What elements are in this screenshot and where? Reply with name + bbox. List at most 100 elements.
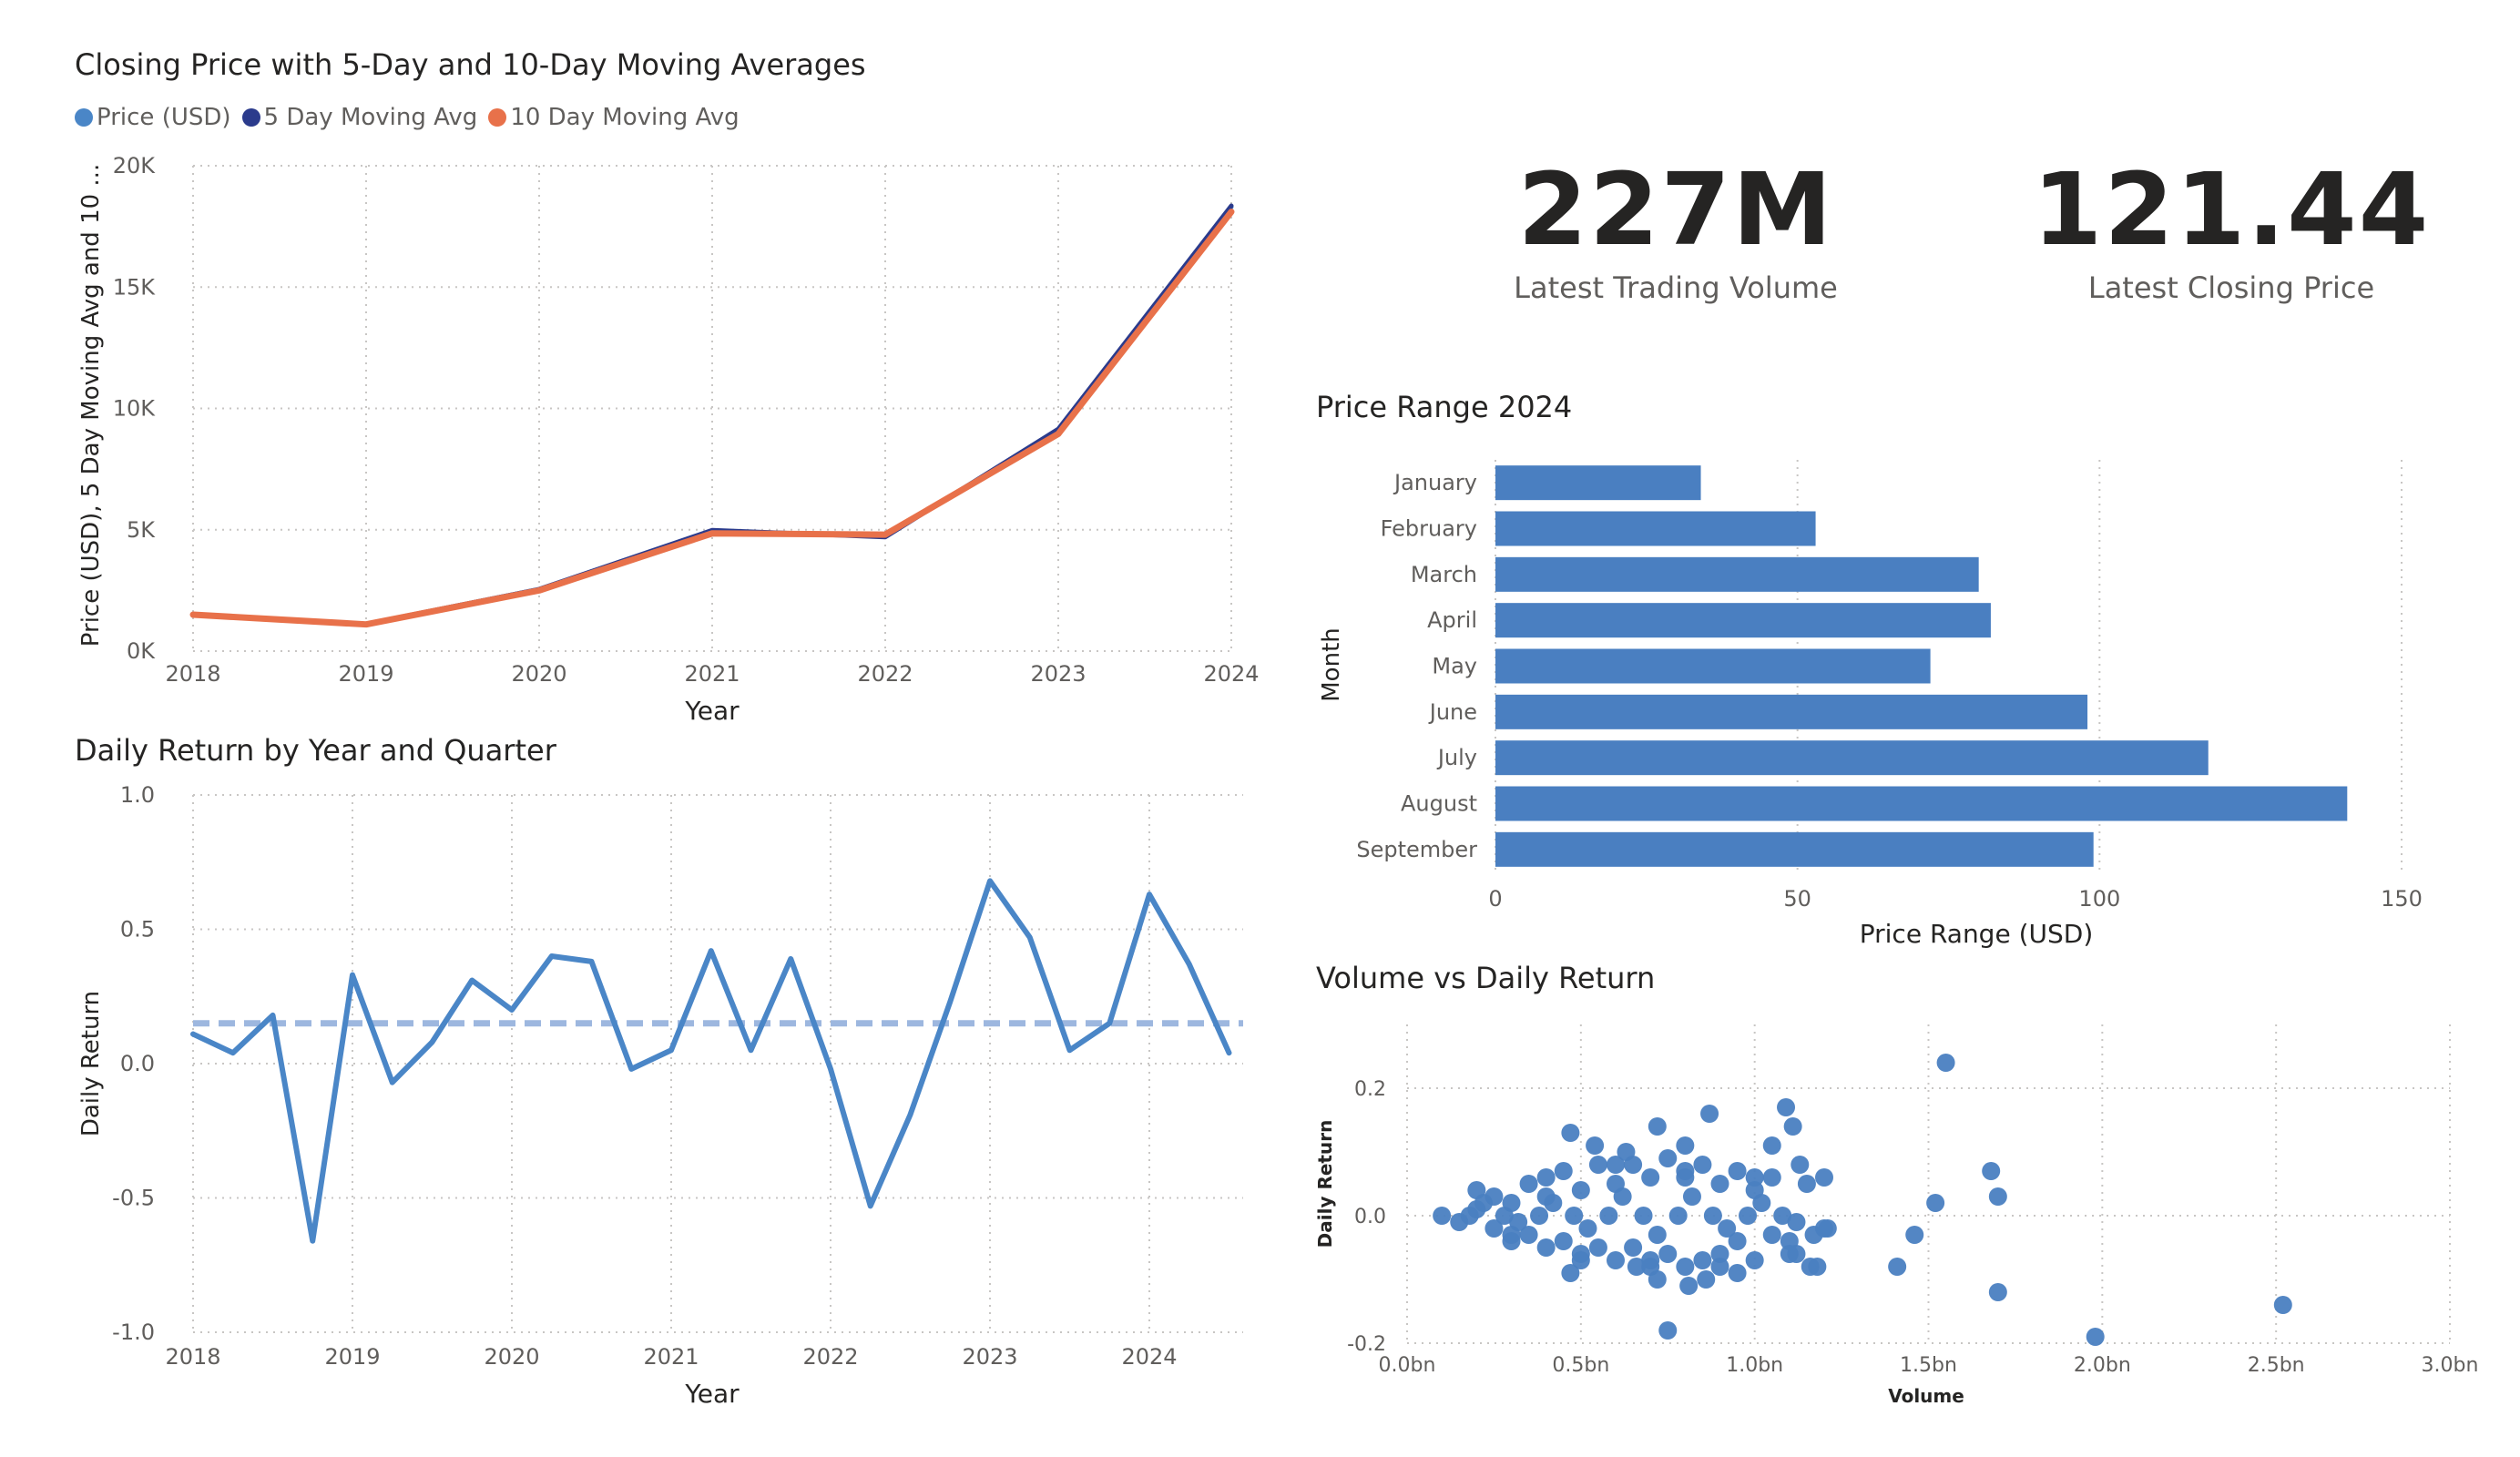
legend-ma5-label: 5 Day Moving Avg (263, 104, 478, 131)
range-y-tick-label: July (1436, 745, 1477, 770)
scatter-point (1718, 1219, 1737, 1238)
ma-x-tick-label: 2019 (338, 661, 393, 687)
scatter-point (1676, 1258, 1695, 1276)
return-x-tick-label: 2018 (165, 1344, 220, 1370)
legend-item-ma10[interactable]: 10 Day Moving Avg (488, 104, 740, 131)
return-x-axis-label: Year (684, 1379, 740, 1409)
scatter-point (1797, 1175, 1816, 1193)
ma-x-axis-label: Year (684, 696, 740, 726)
scatter-point (1679, 1277, 1699, 1295)
scatter-point (1571, 1251, 1590, 1269)
range-bar (1495, 648, 1931, 684)
range-bar (1495, 511, 1816, 546)
range-x-tick-label: 50 (1783, 886, 1811, 912)
range-bar (1495, 603, 1991, 638)
kpi-price-value: 121.44 (2032, 151, 2431, 268)
scatter-point (1668, 1207, 1688, 1225)
scatter-x-tick-label: 0.5bn (1552, 1354, 1609, 1377)
scatter-point (1693, 1156, 1712, 1174)
scatter-y-tick-label: 0.0 (1354, 1206, 1386, 1228)
scatter-point (1926, 1194, 1945, 1212)
return-y-tick-label: 0.0 (120, 1051, 155, 1076)
legend-ma10-dot (488, 108, 507, 127)
scatter-point (1804, 1226, 1823, 1244)
range-y-tick-label: March (1411, 562, 1477, 587)
scatter-x-tick-label: 0.0bn (1379, 1354, 1436, 1377)
scatter-point (1561, 1264, 1580, 1282)
range-chart-title: Price Range 2024 (1316, 390, 1573, 424)
ma-x-tick-label: 2023 (1030, 661, 1086, 687)
legend-ma5-dot (241, 108, 260, 127)
range-bar (1495, 740, 2209, 776)
scatter-point (1697, 1270, 1716, 1289)
kpi-price-card: 121.44 Latest Closing Price (2022, 159, 2441, 305)
scatter-point (1588, 1156, 1607, 1174)
ma-y-tick-label: 0K (127, 638, 156, 664)
scatter-chart-title: Volume vs Daily Return (1316, 961, 1656, 995)
scatter-point (1578, 1219, 1597, 1238)
scatter-point (1818, 1219, 1837, 1238)
scatter-point (1777, 1098, 1796, 1116)
ma-x-tick-label: 2021 (684, 661, 740, 687)
return-chart-title: Daily Return by Year and Quarter (75, 733, 556, 768)
return-chart[interactable]: -1.0 -0.5 0.0 0.5 1.0 2018 2019 2020 2021 2022 202… (0, 0, 1275, 1457)
scatter-point (1641, 1168, 1660, 1187)
scatter-point (1787, 1245, 1806, 1263)
scatter-point (1658, 1245, 1678, 1263)
scatter-x-tick-label: 3.0bn (2422, 1354, 2479, 1377)
ma-y-tick-label: 15K (113, 274, 157, 300)
ma-series-ma10-line (189, 209, 1235, 628)
scatter-point (1484, 1219, 1504, 1238)
scatter-x-axis-label: Volume (1888, 1385, 1964, 1407)
scatter-point (1530, 1207, 1549, 1225)
range-x-tick-label: 150 (2381, 886, 2423, 912)
return-x-tick-label: 2022 (802, 1344, 858, 1370)
scatter-point (1617, 1143, 1636, 1161)
range-x-axis-label: Price Range (USD) (1860, 919, 2094, 949)
range-y-axis-label: Month (1318, 627, 1345, 702)
range-bar (1495, 786, 2348, 821)
scatter-point (1739, 1207, 1758, 1225)
range-bar (1495, 831, 2094, 867)
scatter-point (1982, 1162, 2001, 1180)
scatter-y-axis-label: Daily Return (1314, 1120, 1336, 1248)
scatter-point (1703, 1207, 1722, 1225)
range-bar (1495, 556, 1979, 592)
kpi-volume-card: 227M Latest Trading Volume (1475, 159, 1876, 305)
scatter-point (1561, 1124, 1580, 1142)
ma-chart[interactable]: 0K 5K 10K 15K 20K 2018 2019 2020 2021 2022 2023 202… (0, 0, 1275, 747)
scatter-point (1565, 1207, 1584, 1225)
scatter-point (1433, 1207, 1452, 1225)
legend-item-ma5[interactable]: 5 Day Moving Avg (241, 104, 478, 131)
scatter-point (1988, 1283, 2007, 1301)
legend-item-price[interactable]: Price (USD) (75, 104, 231, 131)
scatter-point (1495, 1207, 1514, 1225)
ma-chart-title: Closing Price with 5-Day and 10-Day Movi… (75, 47, 866, 82)
scatter-y-tick-label: -0.2 (1347, 1333, 1386, 1356)
return-y-tick-label: -0.5 (112, 1186, 155, 1211)
ma-y-tick-label: 10K (113, 396, 157, 422)
scatter-point (1599, 1207, 1618, 1225)
return-series-line (190, 878, 1232, 1244)
scatter-point (2086, 1328, 2105, 1346)
scatter-point (1936, 1054, 1955, 1072)
legend-price-label: Price (USD) (97, 104, 231, 131)
kpi-volume-label: Latest Trading Volume (1514, 270, 1838, 305)
scatter-x-tick-label: 1.5bn (1900, 1354, 1957, 1377)
return-x-tick-label: 2021 (643, 1344, 699, 1370)
scatter-point (1710, 1245, 1729, 1263)
scatter-point (1588, 1238, 1607, 1257)
scatter-point (1536, 1238, 1556, 1257)
return-y-axis-label: Daily Return (77, 991, 105, 1136)
scatter-point (1613, 1187, 1632, 1206)
scatter-point (1988, 1187, 2007, 1206)
scatter-point (1624, 1238, 1643, 1257)
scatter-point (1607, 1251, 1625, 1269)
range-chart[interactable]: 0 50 100 150 January February March April May Jun… (0, 0, 2520, 1002)
scatter-point (1905, 1226, 1924, 1244)
return-x-tick-label: 2020 (484, 1344, 539, 1370)
scatter-point (1693, 1251, 1712, 1269)
scatter-point (1634, 1207, 1653, 1225)
scatter-point (1648, 1226, 1667, 1244)
